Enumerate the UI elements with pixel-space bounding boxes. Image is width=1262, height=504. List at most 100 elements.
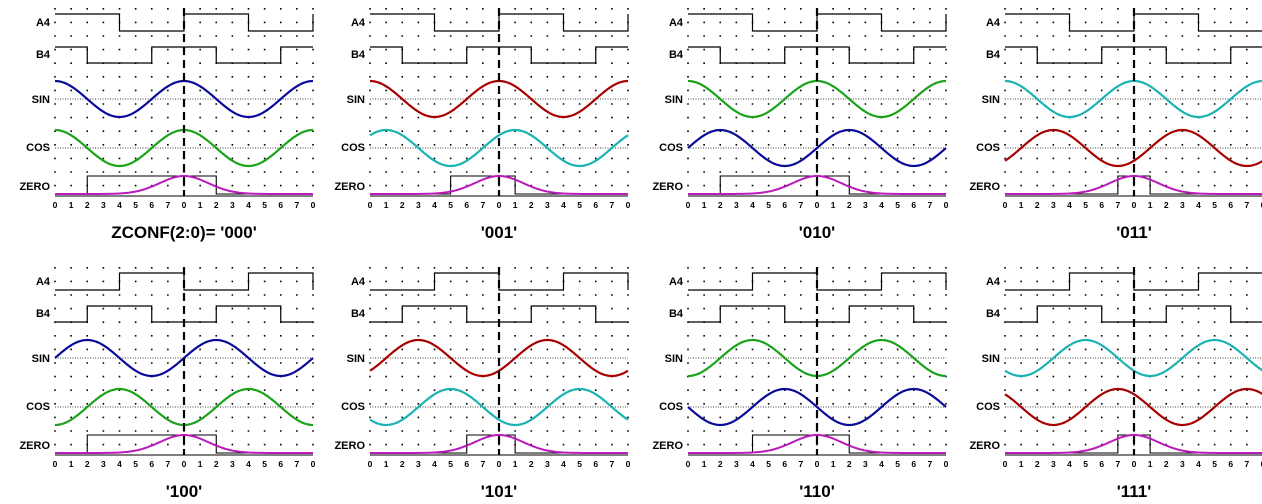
tick-label: 6 [911, 459, 916, 469]
tick-label: 2 [847, 459, 852, 469]
tick-label: 6 [278, 200, 283, 210]
tick-label: 3 [416, 459, 421, 469]
tick-label: 5 [448, 200, 453, 210]
tick-label: 1 [702, 200, 707, 210]
tick-label: 4 [561, 200, 566, 210]
sin-waveform [369, 79, 629, 119]
a4-waveform [55, 272, 314, 291]
zero-pulse [1005, 433, 1262, 454]
tick-label: 7 [166, 459, 171, 469]
tick-label: 1 [702, 459, 707, 469]
tick-label: 2 [400, 459, 405, 469]
signal-label-cos: COS [26, 401, 50, 413]
tick-label: 3 [545, 459, 550, 469]
tick-label: 5 [262, 459, 267, 469]
cos-waveform [687, 387, 947, 427]
tick-label: 2 [1164, 200, 1169, 210]
tick-label: 7 [1245, 459, 1250, 469]
tick-label: 0 [626, 459, 631, 469]
tick-label: 5 [766, 200, 771, 210]
tick-label: 1 [384, 200, 389, 210]
panel-title: '001' [481, 223, 517, 242]
sin-waveform [1004, 338, 1262, 378]
tick-label: 0 [944, 200, 949, 210]
signal-label-a4: A4 [669, 276, 684, 288]
signal-label-zero: ZERO [19, 440, 50, 452]
tick-label: 3 [416, 200, 421, 210]
zero-pulse [370, 433, 628, 454]
tick-label: 1 [513, 200, 518, 210]
panel-title: '111' [1117, 482, 1152, 501]
tick-label: 0 [311, 459, 316, 469]
tick-label: 2 [85, 200, 90, 210]
signal-label-b4: B4 [36, 308, 51, 320]
panel-title: '011' [1116, 223, 1152, 242]
tick-label: 1 [831, 459, 836, 469]
sin-waveform [54, 79, 314, 119]
tick-label: 0 [497, 459, 502, 469]
tick-label: 6 [911, 200, 916, 210]
cos-waveform [1004, 128, 1262, 168]
tick-label: 4 [246, 459, 251, 469]
tick-label: 0 [1003, 200, 1008, 210]
tick-label: 3 [1051, 200, 1056, 210]
tick-label: 0 [686, 459, 691, 469]
signal-label-a4: A4 [351, 276, 366, 288]
tick-label: 4 [117, 200, 122, 210]
signal-label-b4: B4 [669, 49, 684, 61]
signal-label-cos: COS [341, 142, 365, 154]
tick-label: 2 [214, 459, 219, 469]
signal-label-b4: B4 [351, 49, 366, 61]
tick-label: 7 [610, 200, 615, 210]
tick-label: 7 [481, 459, 486, 469]
tick-label: 0 [368, 200, 373, 210]
tick-label: 0 [1132, 200, 1137, 210]
tick-label: 7 [799, 200, 804, 210]
tick-label: 0 [182, 459, 187, 469]
signal-label-a4: A4 [36, 276, 51, 288]
tick-label: 6 [1099, 459, 1104, 469]
tick-label: 1 [513, 459, 518, 469]
tick-label: 7 [295, 200, 300, 210]
tick-label: 6 [1099, 200, 1104, 210]
zero-pulse [688, 433, 946, 454]
tick-label: 5 [133, 200, 138, 210]
panel-title: '101' [481, 482, 517, 501]
tick-label: 3 [101, 200, 106, 210]
tick-label: 1 [384, 459, 389, 469]
tick-label: 0 [1132, 459, 1137, 469]
cos-waveform [54, 128, 314, 168]
tick-label: 7 [295, 459, 300, 469]
tick-label: 2 [85, 459, 90, 469]
tick-label: 7 [481, 200, 486, 210]
signal-label-cos: COS [659, 142, 683, 154]
tick-label: 2 [214, 200, 219, 210]
tick-label: 5 [448, 459, 453, 469]
tick-label: 2 [529, 200, 534, 210]
tick-label: 6 [149, 459, 154, 469]
tick-label: 4 [246, 200, 251, 210]
tick-label: 5 [1083, 200, 1088, 210]
a4-waveform [688, 272, 947, 291]
tick-label: 1 [1019, 200, 1024, 210]
signal-label-a4: A4 [669, 17, 684, 29]
sin-waveform [1004, 79, 1262, 119]
signal-label-b4: B4 [986, 308, 1001, 320]
signal-label-sin: SIN [665, 353, 683, 365]
tick-label: 1 [1148, 200, 1153, 210]
cos-waveform [1004, 387, 1262, 427]
tick-label: 4 [750, 459, 755, 469]
sin-waveform [369, 338, 629, 378]
tick-label: 7 [1245, 200, 1250, 210]
tick-label: 5 [262, 200, 267, 210]
tick-label: 0 [53, 200, 58, 210]
tick-label: 0 [1261, 459, 1262, 469]
signal-label-sin: SIN [982, 353, 1000, 365]
tick-label: 0 [686, 200, 691, 210]
tick-label: 1 [198, 459, 203, 469]
tick-label: 6 [782, 459, 787, 469]
